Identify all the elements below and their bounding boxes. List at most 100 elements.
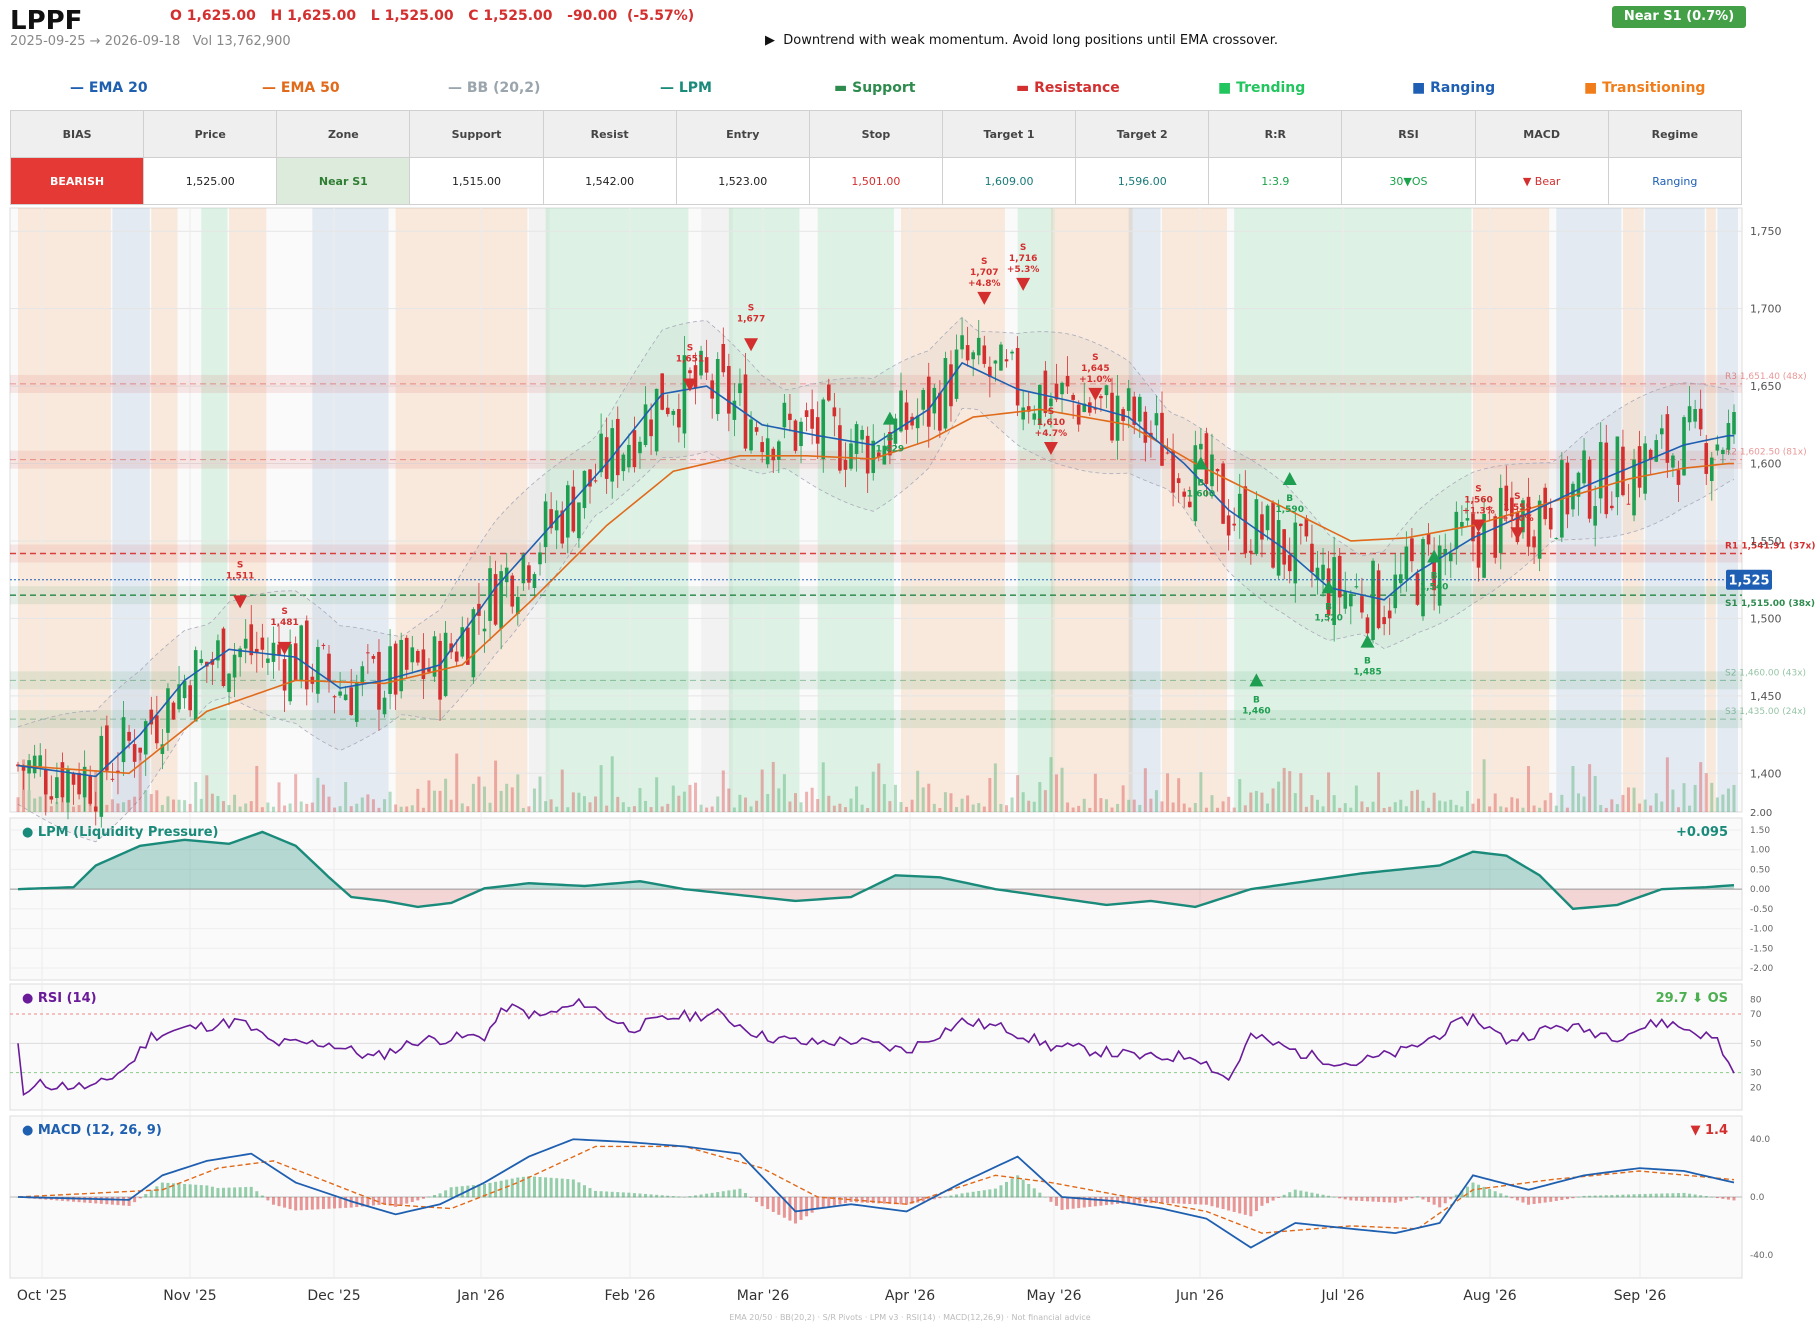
volume-bar — [310, 802, 314, 812]
macd-histogram-bar — [438, 1193, 442, 1198]
macd-histogram-bar — [1321, 1194, 1325, 1198]
sell-arrow — [1471, 519, 1486, 533]
rsi-title: ● RSI (14) — [22, 991, 97, 1006]
candle — [621, 452, 626, 481]
candle — [727, 353, 731, 432]
candle-body — [171, 702, 176, 720]
candle-body — [682, 355, 687, 434]
volume-bar — [1243, 805, 1247, 812]
candle — [99, 726, 104, 828]
volume-bar — [327, 796, 331, 812]
volume-bar — [1732, 784, 1736, 812]
volume-bar — [294, 774, 298, 812]
macd-histogram-bar — [255, 1191, 259, 1198]
col-header-rsi: RSI — [1341, 110, 1476, 158]
candle-body — [1276, 520, 1281, 576]
volume-bar — [1554, 805, 1558, 812]
volume-bar — [1693, 784, 1697, 812]
signal-pct: +5.3% — [1007, 265, 1040, 275]
candle-body — [110, 778, 115, 780]
candle — [721, 327, 726, 377]
volume-bar — [144, 789, 148, 812]
macd-histogram-bar — [488, 1182, 492, 1198]
candle-body — [1421, 539, 1425, 617]
macd-histogram-bar — [749, 1197, 753, 1198]
candle — [899, 372, 903, 433]
signal-price: 1,610 — [1037, 418, 1065, 428]
sr-level-label: S3 1,435.00 (24x) — [1725, 707, 1806, 717]
macd-histogram-bar — [1038, 1192, 1042, 1198]
candle — [849, 428, 853, 471]
candle — [788, 394, 792, 432]
candle — [138, 747, 142, 761]
volume-bar — [1388, 806, 1392, 812]
candle — [1226, 499, 1231, 551]
macd-histogram-bar — [1216, 1197, 1220, 1208]
candle-body — [1482, 514, 1486, 578]
volume-bar — [1427, 807, 1431, 812]
sr-level-label: R2 1,602.50 (81x) — [1725, 448, 1807, 458]
volume-bar — [988, 778, 992, 812]
candle-body — [1182, 491, 1187, 497]
macd-histogram-bar — [727, 1190, 731, 1198]
volume-bar — [1699, 762, 1703, 812]
volume-bar — [677, 795, 681, 812]
volume-bar — [1454, 804, 1458, 812]
macd-histogram-bar — [1005, 1181, 1009, 1198]
candle — [1582, 438, 1586, 488]
candle-body — [671, 410, 676, 415]
candle-body — [1049, 398, 1053, 407]
candle-body — [1171, 450, 1175, 493]
volume-bar — [932, 803, 936, 812]
candle — [32, 744, 37, 779]
candle — [43, 748, 48, 816]
legend-swatch: ▬ — [834, 80, 853, 96]
date-axis-tick: Mar '26 — [737, 1288, 790, 1304]
legend-label: Trending — [1236, 80, 1306, 96]
macd-histogram-bar — [1282, 1194, 1286, 1198]
volume-bar — [482, 786, 486, 812]
macd-histogram-bar — [1671, 1193, 1675, 1198]
candle-body — [1065, 375, 1070, 387]
macd-histogram-bar — [899, 1197, 903, 1205]
volume-bar — [1715, 797, 1719, 812]
candle — [938, 380, 942, 439]
volume-bar — [127, 799, 131, 812]
candle — [1437, 535, 1442, 614]
volume-bar — [77, 805, 81, 812]
macd-histogram-bar — [1304, 1191, 1308, 1198]
signal-price: 1,560 — [1464, 495, 1492, 505]
candle-body — [43, 769, 48, 795]
candle-body — [1126, 388, 1131, 411]
candle-body — [1465, 518, 1470, 521]
macd-histogram-bar — [321, 1197, 325, 1210]
sell-arrow — [1510, 527, 1525, 541]
candle-body — [1693, 409, 1697, 422]
date-axis-tick: Aug '26 — [1463, 1288, 1517, 1304]
candle-body — [316, 647, 320, 694]
macd-histogram-bar — [705, 1193, 709, 1198]
signal-pct: +4.7% — [1035, 429, 1068, 439]
candle — [260, 623, 265, 668]
macd-histogram-bar — [888, 1197, 892, 1204]
candle — [1043, 361, 1048, 417]
macd-histogram-bar — [194, 1184, 198, 1198]
candle — [915, 398, 920, 445]
date-axis-tick: Jul '26 — [1320, 1288, 1364, 1304]
macd-histogram-bar — [205, 1185, 209, 1198]
volume-bar — [249, 801, 253, 812]
col-header-entry: Entry — [675, 110, 810, 158]
candle — [921, 387, 926, 426]
candle — [1648, 448, 1653, 475]
volume-bar — [60, 796, 64, 812]
macd-histogram-bar — [1493, 1191, 1497, 1198]
candle — [1471, 496, 1475, 562]
candle-body — [727, 365, 731, 414]
candle — [38, 743, 43, 777]
volume-bar — [155, 790, 159, 812]
macd-histogram-bar — [1204, 1197, 1208, 1205]
volume-bar — [1382, 807, 1386, 812]
candle-body — [1682, 417, 1686, 476]
volume-bar — [1443, 801, 1447, 812]
candle-body — [1076, 404, 1081, 425]
